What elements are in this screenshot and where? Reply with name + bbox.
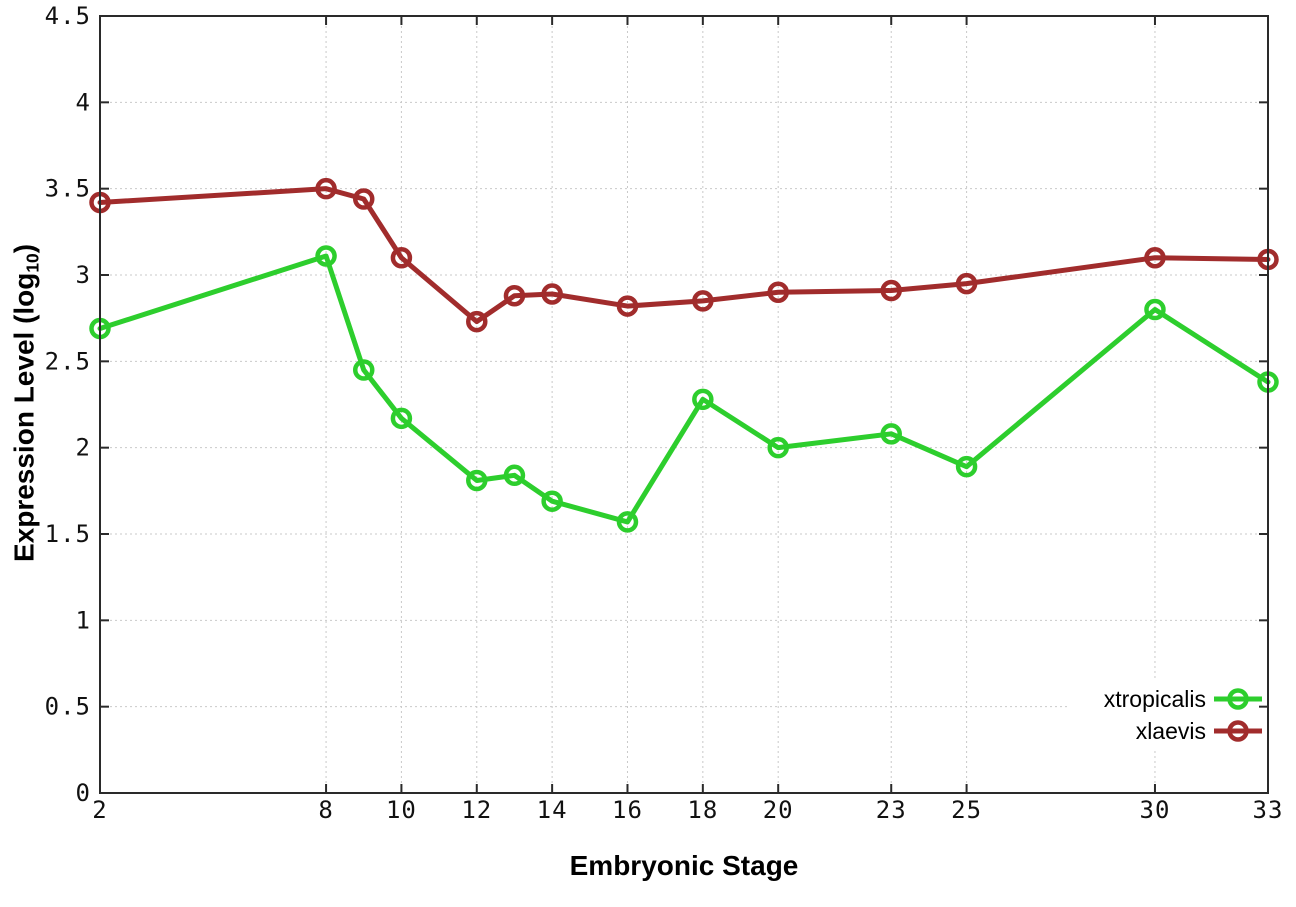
data-point-xtropicalis	[390, 407, 413, 430]
data-point-xtropicalis	[880, 423, 902, 445]
data-point-xlaevis	[466, 310, 488, 333]
legend-marker-xlaevis	[1227, 720, 1249, 742]
y-axis-label-subscript: 10	[22, 253, 43, 273]
series-line-xlaevis	[97, 186, 1271, 325]
data-point-xtropicalis	[541, 490, 563, 512]
data-point-xtropicalis	[616, 511, 639, 533]
x-tick-label: 33	[1253, 796, 1284, 824]
data-point-xtropicalis	[466, 469, 488, 492]
y-tick-label: 3	[76, 261, 91, 289]
x-tick-label: 8	[318, 796, 333, 824]
data-point-xtropicalis	[767, 436, 789, 459]
x-tick-label: 2	[92, 796, 107, 824]
x-tick-label: 23	[876, 796, 907, 824]
y-tick-label: 1.5	[45, 520, 91, 548]
legend-marker-xtropicalis	[1227, 688, 1249, 710]
data-point-xlaevis	[616, 295, 639, 317]
x-tick-label: 16	[612, 796, 643, 824]
data-point-xlaevis	[315, 177, 337, 200]
data-point-xtropicalis	[352, 359, 375, 381]
x-axis-label: Embryonic Stage	[569, 850, 799, 881]
y-tick-label: 0	[76, 779, 91, 807]
x-tick-label: 30	[1140, 796, 1171, 824]
data-point-xtropicalis	[692, 388, 714, 411]
y-axis-label: Expression Level (log10)	[8, 244, 43, 562]
data-point-xlaevis	[692, 290, 714, 312]
legend-label-xtropicalis: xtropicalis	[1104, 686, 1206, 712]
data-point-xtropicalis	[315, 245, 337, 267]
data-point-xlaevis	[880, 279, 902, 302]
x-tick-label: 20	[763, 796, 794, 824]
y-tick-label: 1	[76, 606, 91, 634]
legend-label-xlaevis: xlaevis	[1136, 718, 1206, 744]
data-point-xlaevis	[1144, 246, 1166, 269]
data-point-xlaevis	[390, 246, 413, 269]
data-point-xlaevis	[541, 283, 563, 305]
x-tick-label: 10	[386, 796, 417, 824]
y-tick-label: 3.5	[45, 175, 91, 203]
data-point-xtropicalis	[503, 464, 526, 487]
y-axis-label-main: Expression Level (log	[8, 272, 40, 563]
y-tick-label: 4	[76, 88, 91, 116]
y-tick-label: 4.5	[45, 2, 91, 30]
y-axis-label-end: )	[8, 243, 40, 254]
data-point-xlaevis	[955, 272, 978, 295]
x-tick-label: 12	[461, 796, 492, 824]
data-point-xtropicalis	[955, 455, 978, 478]
x-tick-label: 14	[537, 796, 568, 824]
series-line-xtropicalis	[97, 253, 1271, 525]
y-tick-label: 0.5	[45, 693, 91, 721]
y-tick-label: 2	[76, 434, 91, 462]
plot-border	[99, 15, 1269, 794]
data-point-xlaevis	[503, 284, 526, 307]
x-tick-label: 25	[951, 796, 982, 824]
data-point-xlaevis	[352, 188, 375, 210]
data-point-xlaevis	[767, 281, 789, 304]
data-point-xtropicalis	[1144, 298, 1166, 321]
x-tick-label: 18	[687, 796, 718, 824]
y-tick-label: 2.5	[45, 347, 91, 375]
